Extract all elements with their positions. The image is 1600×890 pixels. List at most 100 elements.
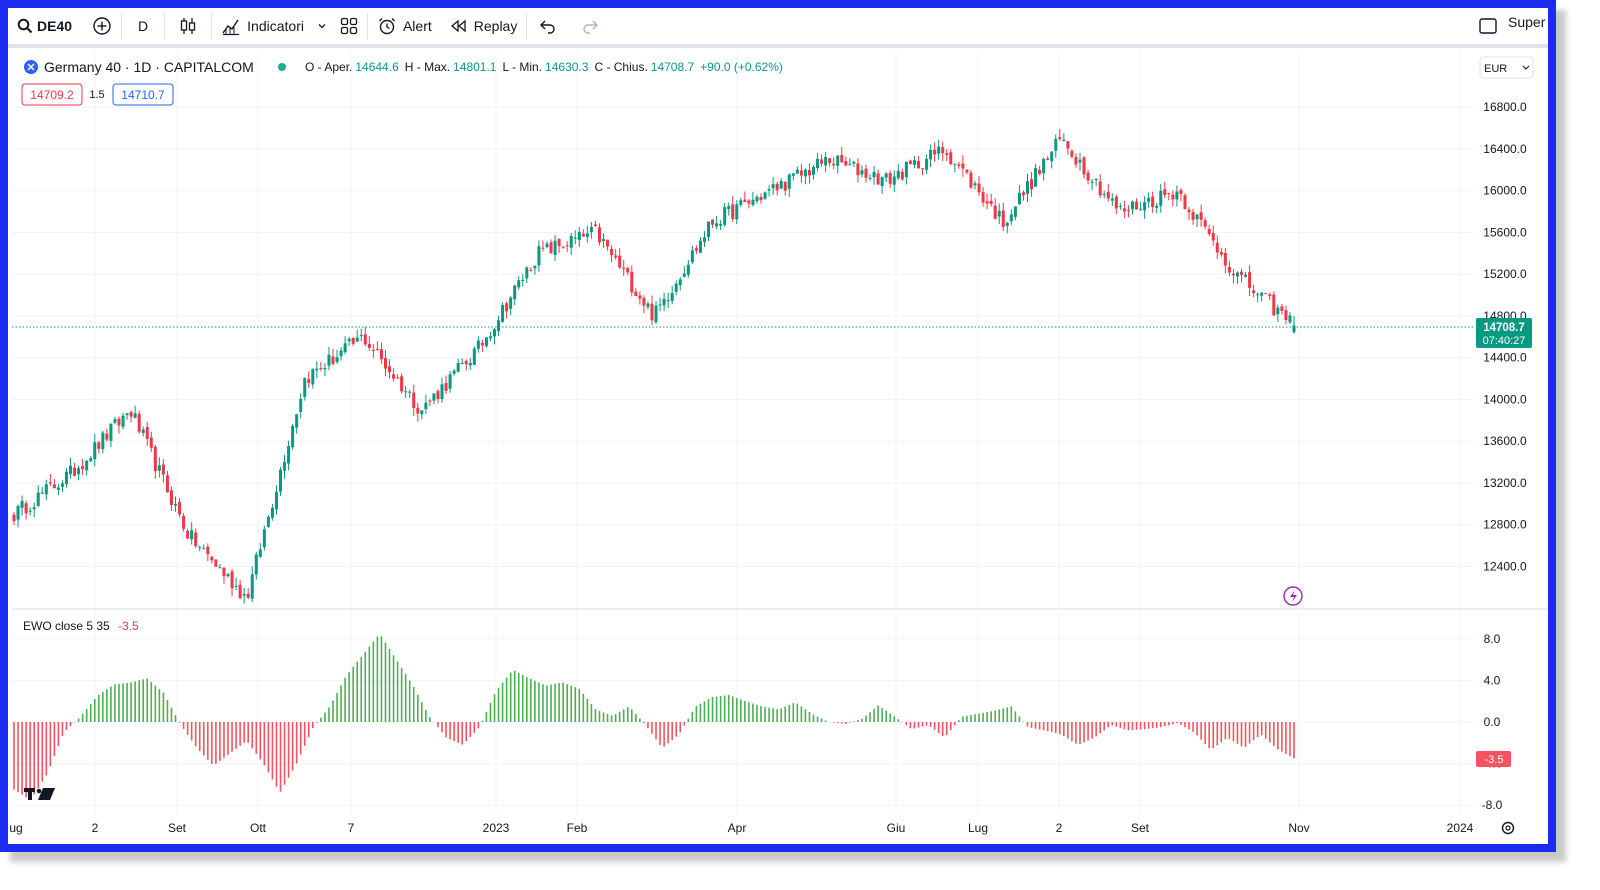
bid-price: 14709.2	[30, 88, 74, 102]
gear-icon	[1501, 821, 1515, 835]
candle-body	[912, 160, 916, 165]
candle-body	[1054, 138, 1058, 151]
candle-body	[1187, 209, 1191, 213]
candle-body	[670, 292, 674, 302]
candle-body	[731, 204, 735, 219]
countdown-value: 07:40:27	[1483, 335, 1526, 347]
candle-body	[739, 200, 743, 205]
indicators-icon	[222, 19, 240, 36]
candle-body	[274, 491, 278, 510]
time-tick-label: ug	[9, 821, 22, 835]
candle-body	[497, 320, 501, 332]
candle-body	[747, 200, 751, 204]
symbol-search-button[interactable]: DE40	[8, 6, 81, 46]
buy-button[interactable]	[112, 83, 174, 106]
candle-body	[759, 197, 763, 201]
candle-body	[1284, 310, 1288, 320]
price-tick-label: 13200.0	[1483, 476, 1527, 490]
ewo-tick-label: 8.0	[1484, 632, 1501, 646]
currency-label: EUR	[1484, 63, 1507, 75]
last-price-value: 14708.7	[1483, 322, 1525, 334]
ewo-scale[interactable]: -8.0-4.00.04.08.0	[1482, 632, 1503, 812]
candle-body	[363, 334, 367, 345]
candle-body	[97, 442, 101, 449]
ewo-value: -3.5	[118, 619, 139, 633]
candle-body	[1276, 307, 1280, 315]
alert-button[interactable]: Alert	[368, 6, 441, 46]
candle-body	[468, 362, 472, 366]
time-scale[interactable]: ug 2 Set Ott 7 2023 Feb Apr Giu Lug 2 Set Nov 2024	[9, 821, 1473, 835]
candle-body	[416, 407, 420, 414]
candle-body	[64, 471, 68, 485]
candle-body	[537, 246, 541, 266]
candle-body	[638, 295, 642, 299]
replay-button[interactable]: Replay	[441, 6, 527, 46]
candle-body	[44, 484, 48, 495]
symbol-title[interactable]: Germany 40 · 1D · CAPITALCOM	[44, 59, 254, 75]
candle-body	[408, 391, 412, 393]
candle-body	[585, 233, 589, 237]
ewo-label[interactable]: EWO close 5 35	[23, 619, 110, 633]
open-value: 14644.6	[355, 60, 399, 74]
indicators-dropdown[interactable]	[313, 6, 331, 46]
candle-body	[807, 169, 811, 176]
spread-value: 1.5	[89, 89, 104, 101]
candle-body	[763, 192, 767, 199]
sell-button[interactable]	[21, 83, 83, 106]
candle-body	[896, 170, 900, 179]
settings-button[interactable]	[1501, 821, 1515, 835]
candle-body	[1114, 196, 1118, 209]
time-tick-label: Set	[1131, 821, 1150, 835]
candle-body	[424, 402, 428, 410]
toolbar-divider	[526, 13, 528, 39]
candle-body	[24, 503, 28, 514]
toolbar-divider	[366, 13, 368, 39]
layouts-button[interactable]	[331, 6, 367, 46]
candle-body	[1155, 205, 1159, 208]
low-label: L - Min.	[502, 60, 542, 74]
candle-body	[836, 155, 840, 166]
currency-select[interactable]	[1479, 56, 1534, 79]
candle-body	[113, 419, 117, 423]
compare-button[interactable]	[83, 6, 121, 46]
candle-body	[993, 205, 997, 219]
chart-type-button[interactable]	[165, 6, 211, 46]
candle-body	[145, 426, 149, 439]
candle-body	[355, 337, 359, 342]
candle-body	[989, 200, 993, 205]
candle-body	[674, 283, 678, 292]
candle-body	[388, 366, 392, 373]
candle-body	[925, 158, 929, 170]
change-value: +90.0 (+0.62%)	[700, 60, 783, 74]
candle-body	[799, 170, 803, 176]
fullscreen-button[interactable]	[1472, 6, 1504, 46]
candle-body	[985, 201, 989, 204]
candle-body	[642, 298, 646, 306]
interval-button[interactable]: D	[122, 6, 164, 46]
candle-body	[981, 192, 985, 203]
candle-body	[872, 171, 876, 178]
candle-body	[20, 501, 24, 508]
candle-body	[1215, 242, 1219, 253]
candle-body	[941, 147, 945, 154]
candle-body	[977, 183, 981, 193]
candle-body	[816, 158, 820, 168]
candle-body	[77, 468, 81, 475]
candle-body	[40, 492, 44, 494]
redo-button[interactable]	[569, 6, 611, 46]
candle-body	[1147, 197, 1151, 202]
indicators-button[interactable]: Indicatori	[212, 6, 313, 46]
candle-body	[291, 426, 295, 448]
ewo-tick-label: 0.0	[1484, 715, 1501, 729]
price-tick-label: 16400.0	[1483, 142, 1527, 156]
candle-body	[626, 268, 630, 273]
candle-body	[161, 464, 165, 475]
plus-circle-icon	[93, 17, 111, 35]
candle-body	[153, 446, 157, 472]
undo-button[interactable]	[527, 6, 569, 46]
super-chart-link[interactable]: Super	[1504, 6, 1548, 46]
alert-label: Alert	[402, 18, 432, 34]
price-tick-label: 12800.0	[1483, 518, 1527, 532]
candle-body	[1026, 181, 1030, 194]
